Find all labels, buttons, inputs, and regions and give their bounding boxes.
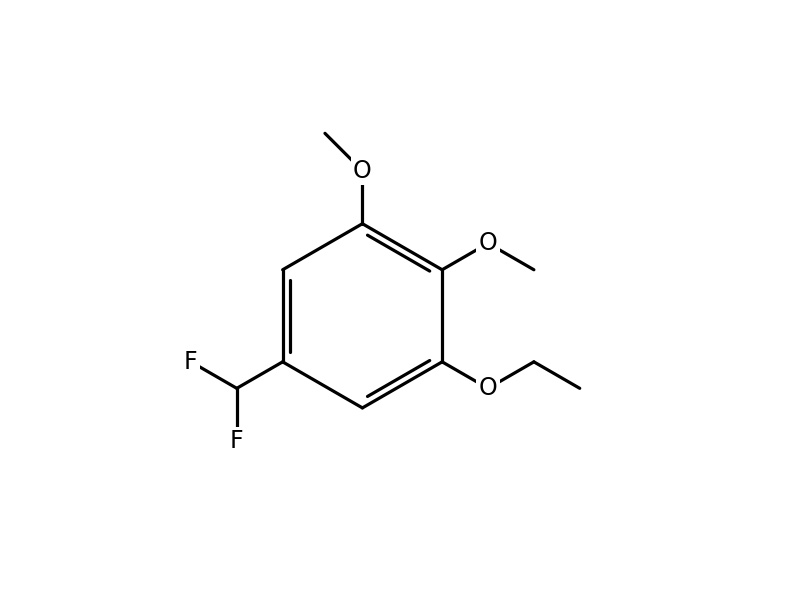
Text: O: O (353, 158, 372, 183)
Text: F: F (184, 350, 198, 374)
Text: F: F (230, 429, 243, 453)
Text: O: O (478, 231, 497, 255)
Text: O: O (478, 376, 497, 400)
